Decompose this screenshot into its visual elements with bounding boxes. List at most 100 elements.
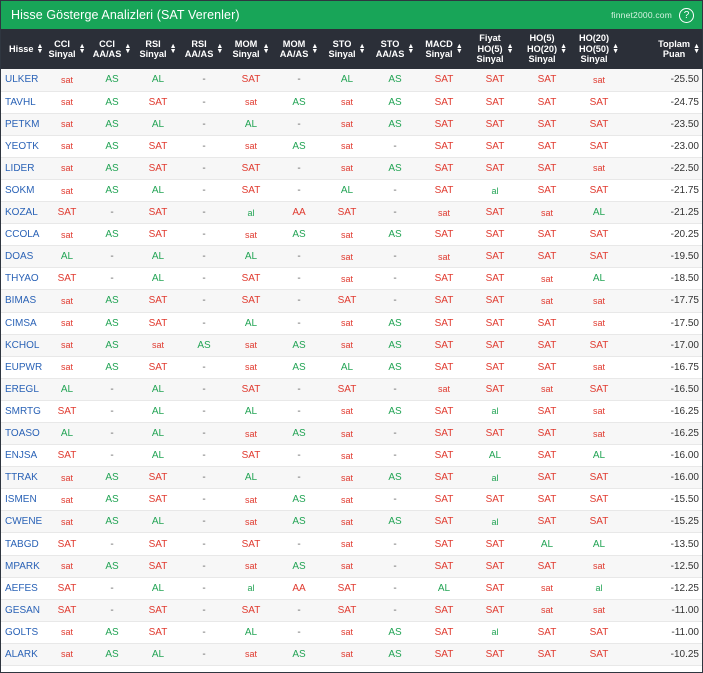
sort-toggle-icon[interactable]: ▲ ▼: [407, 43, 415, 55]
signal-cell-ho20_ho50: SAT: [589, 383, 609, 395]
ticker-link[interactable]: EREGL: [5, 383, 39, 395]
table-row[interactable]: EREGL AL - AL - SAT - SAT - sat SAT sat SAT -16.50: [1, 378, 702, 401]
column-header-sto_aaas[interactable]: STO AA/AS ▲ ▼: [371, 29, 419, 69]
signal-cell-sto_aaas: -: [393, 494, 397, 506]
signal-cell-rsi_aaas: -: [202, 648, 206, 660]
table-row[interactable]: SMRTG SAT - AL - AL - sat AS SAT al SAT sat -16.25: [1, 400, 702, 423]
table-row[interactable]: DOAS AL - AL - AL - sat - sat SAT SAT SAT -19.50: [1, 245, 702, 268]
table-row[interactable]: EUPWR sat AS SAT - sat AS AL AS SAT SAT SAT sat -16.7…: [1, 356, 702, 379]
sort-toggle-icon[interactable]: ▲ ▼: [693, 43, 700, 55]
ticker-link[interactable]: GESAN: [5, 604, 41, 616]
table-row[interactable]: KCHOL sat AS sat AS sat AS sat AS SAT SAT SAT SAT -17…: [1, 334, 702, 357]
ticker-link[interactable]: DOAS: [5, 251, 34, 263]
signal-cell-mom_sinyal: sat: [244, 428, 257, 439]
ticker-link[interactable]: ENJSA: [5, 450, 38, 462]
ticker-link[interactable]: TABGD: [5, 538, 39, 550]
signal-cell-mom_aaas: AS: [292, 140, 306, 152]
ticker-link[interactable]: PETKM: [5, 118, 40, 130]
table-row[interactable]: TTRAK sat AS SAT - AL - sat AS SAT al SAT SAT -16.00: [1, 466, 702, 489]
table-row[interactable]: CCOLA sat AS SAT - sat AS sat AS SAT SAT SAT SAT -20.…: [1, 223, 702, 246]
table-row[interactable]: CIMSA sat AS SAT - AL - sat AS SAT SAT SAT sat -17.50: [1, 312, 702, 335]
sort-toggle-icon[interactable]: ▲ ▼: [262, 43, 270, 55]
signal-cell-rsi_aaas: -: [202, 96, 206, 108]
ticker-link[interactable]: MPARK: [5, 560, 40, 572]
table-row[interactable]: CWENE sat AS AL - sat AS sat AS SAT al SAT SAT -15.25: [1, 510, 702, 533]
ticker-link[interactable]: EUPWR: [5, 361, 43, 373]
column-header-cci_aaas[interactable]: CCI AA/AS ▲ ▼: [89, 29, 135, 69]
signal-cell-mom_sinyal: SAT: [241, 74, 261, 86]
help-icon[interactable]: ?: [679, 7, 694, 23]
ticker-link[interactable]: CIMSA: [5, 317, 37, 329]
ticker-link[interactable]: TAVHL: [5, 96, 36, 108]
ticker-link[interactable]: ALARK: [5, 648, 38, 660]
column-header-sto_sinyal[interactable]: STO Sinyal ▲ ▼: [323, 29, 371, 69]
ticker-link[interactable]: YEOTK: [5, 140, 39, 152]
signal-cell-fiyat_ho5: SAT: [485, 383, 505, 395]
ticker-link[interactable]: THYAO: [5, 273, 39, 285]
sort-toggle-icon[interactable]: ▲ ▼: [124, 43, 132, 55]
signal-cell-ho20_ho50: SAT: [589, 140, 609, 152]
ticker-link[interactable]: LIDER: [5, 162, 35, 174]
table-row[interactable]: KOZAL SAT - SAT - al AA SAT - sat SAT sat AL -21.25: [1, 201, 702, 224]
sort-toggle-icon[interactable]: ▲ ▼: [311, 43, 319, 55]
table-row[interactable]: ENJSA SAT - AL - SAT - sat - SAT AL SAT AL -16.00: [1, 444, 702, 467]
column-header-macd_sinyal[interactable]: MACD Sinyal ▲ ▼: [419, 29, 469, 69]
column-header-fiyat_ho5[interactable]: Fiyat HO(5) Sinyal ▲ ▼: [469, 29, 521, 69]
sort-toggle-icon[interactable]: ▲ ▼: [506, 43, 514, 55]
column-header-rsi_sinyal[interactable]: RSI Sinyal ▲ ▼: [135, 29, 181, 69]
signal-cell-macd_sinyal: SAT: [434, 317, 454, 329]
table-row[interactable]: YEOTK sat AS SAT - sat AS sat - SAT SAT SAT SAT -23.0…: [1, 135, 702, 158]
signal-cell-cci_sinyal: sat: [60, 472, 73, 483]
ticker-link[interactable]: AEFES: [5, 582, 38, 594]
sort-toggle-icon[interactable]: ▲ ▼: [358, 43, 366, 55]
column-header-cci_sinyal[interactable]: CCI Sinyal ▲ ▼: [45, 29, 89, 69]
table-row[interactable]: TAVHL sat AS SAT - sat AS sat AS SAT SAT SAT SAT -24.…: [1, 91, 702, 114]
column-header-mom_sinyal[interactable]: MOM Sinyal ▲ ▼: [227, 29, 275, 69]
ticker-link[interactable]: SMRTG: [5, 405, 41, 417]
table-row[interactable]: GESAN SAT - SAT - SAT - SAT - SAT SAT sat sat -11.00: [1, 599, 702, 622]
ticker-link[interactable]: BIMAS: [5, 295, 37, 307]
ticker-link[interactable]: KOZAL: [5, 207, 38, 219]
table-row[interactable]: THYAO SAT - AL - SAT - sat - SAT SAT sat AL -18.50: [1, 267, 702, 290]
sort-toggle-icon[interactable]: ▲ ▼: [169, 43, 177, 55]
table-row[interactable]: TABGD SAT - SAT - SAT - sat - SAT SAT AL AL -13.50: [1, 532, 702, 556]
table-row[interactable]: MPARK sat AS SAT - sat AS sat - SAT SAT SAT sat -12.5…: [1, 555, 702, 578]
sort-toggle-icon[interactable]: ▲ ▼: [612, 43, 620, 55]
column-header-rsi_aaas[interactable]: RSI AA/AS ▲ ▼: [181, 29, 227, 69]
table-row[interactable]: BIMAS sat AS SAT - SAT - SAT - SAT SAT sat sat -17.75: [1, 289, 702, 313]
table-row[interactable]: GOLTS sat AS SAT - AL - sat AS SAT al SAT SAT -11.00: [1, 621, 702, 644]
ticker-link[interactable]: CWENE: [5, 516, 43, 528]
sort-toggle-icon[interactable]: ▲ ▼: [78, 43, 86, 55]
table-row[interactable]: SOKM sat AS AL - SAT - AL - SAT al SAT SAT -21.75: [1, 179, 702, 202]
table-row[interactable]: PETKM sat AS AL - AL - sat AS SAT SAT SAT SAT -23.50: [1, 113, 702, 136]
column-header-toplam_puan[interactable]: Toplam Puan ▲ ▼: [625, 29, 702, 69]
sort-toggle-icon[interactable]: ▲ ▼: [216, 43, 224, 55]
signal-cell-fiyat_ho5: SAT: [485, 339, 505, 351]
signal-cell-cci_aaas: AS: [105, 516, 119, 528]
column-header-ho5_ho20[interactable]: HO(5) HO(20) Sinyal ▲ ▼: [521, 29, 573, 69]
table-row[interactable]: LIDER sat AS SAT - SAT - sat AS SAT SAT SAT sat -22.5…: [1, 157, 702, 180]
table-row[interactable]: TOASO AL - AL - sat AS sat - SAT SAT SAT sat -16.25: [1, 422, 702, 445]
table-row[interactable]: ULKER sat AS AL - SAT - AL AS SAT SAT SAT sat -25.50: [1, 69, 702, 92]
table-row[interactable]: ISMEN sat AS SAT - sat AS sat - SAT SAT SAT SAT -15.5…: [1, 488, 702, 511]
ticker-link[interactable]: TOASO: [5, 428, 40, 440]
sort-toggle-icon[interactable]: ▲ ▼: [560, 43, 568, 55]
signal-cell-rsi_sinyal: AL: [151, 273, 165, 285]
table-row[interactable]: ALARK sat AS AL - sat AS sat AS SAT SAT SAT SAT -10.2…: [1, 643, 702, 666]
ticker-link[interactable]: CCOLA: [5, 229, 40, 241]
ticker-link[interactable]: KCHOL: [5, 339, 40, 351]
ticker-link[interactable]: GOLTS: [5, 626, 39, 638]
sort-toggle-icon[interactable]: ▲ ▼: [36, 43, 44, 55]
column-header-ho20_ho50[interactable]: HO(20) HO(50) Sinyal ▲ ▼: [573, 29, 625, 69]
column-header-mom_aaas[interactable]: MOM AA/AS ▲ ▼: [275, 29, 323, 69]
column-header-hisse[interactable]: Hisse ▲ ▼: [1, 29, 45, 69]
ticker-link[interactable]: ULKER: [5, 74, 39, 86]
ticker-link[interactable]: TTRAK: [5, 472, 38, 484]
sort-toggle-icon[interactable]: ▲ ▼: [455, 43, 463, 55]
ticker-link[interactable]: ISMEN: [5, 494, 37, 506]
signal-cell-sto_aaas: -: [393, 295, 397, 307]
ticker-link[interactable]: SOKM: [5, 185, 35, 197]
signal-cell-sto_aaas: AS: [388, 229, 402, 241]
signal-cell-rsi_aaas: -: [202, 118, 206, 130]
table-row[interactable]: AEFES SAT - AL - al AA SAT - AL SAT sat al -12.25: [1, 577, 702, 600]
